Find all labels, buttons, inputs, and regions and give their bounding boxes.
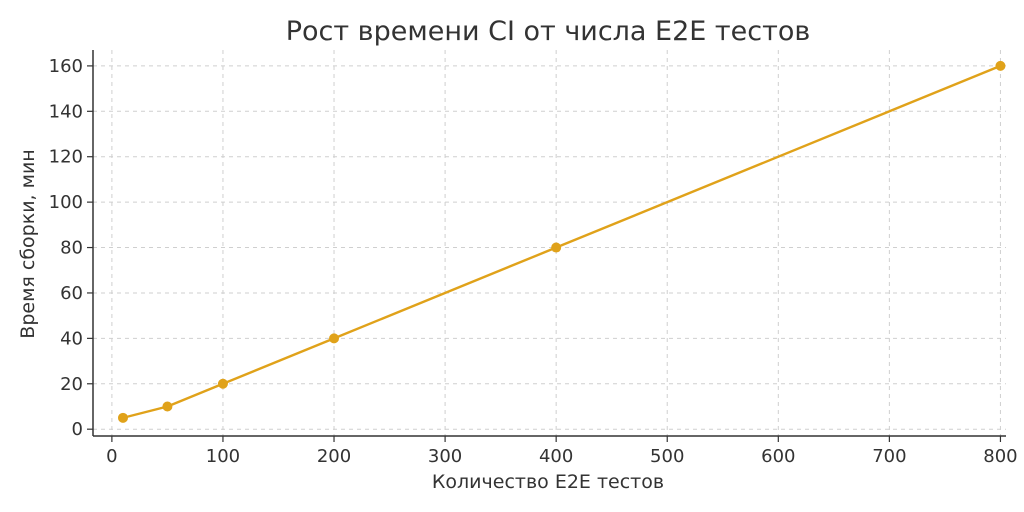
chart-title: Рост времени CI от числа E2E тестов — [286, 16, 811, 47]
axes — [92, 50, 1006, 437]
x-tick-label: 400 — [539, 446, 573, 467]
y-tick-label: 100 — [49, 192, 83, 213]
y-tick-label: 120 — [49, 147, 83, 168]
x-tick-label: 100 — [206, 446, 240, 467]
y-tick-label: 160 — [49, 56, 83, 77]
series-line — [122, 64, 1001, 419]
ticks: 0 100 200 300 400 500 600 700 800 0 20 40 60 80 100 120… — [49, 56, 1018, 467]
grid — [93, 50, 1006, 436]
data-point — [995, 60, 1006, 71]
y-tick-label: 20 — [60, 374, 83, 395]
x-tick-label: 500 — [650, 446, 684, 467]
x-tick-label: 600 — [761, 446, 795, 467]
series-layer — [117, 60, 1006, 423]
data-point — [217, 378, 228, 389]
x-tick-label: 800 — [983, 446, 1017, 467]
x-tick-label: 700 — [872, 446, 906, 467]
x-axis-label: Количество E2E тестов — [432, 471, 664, 493]
y-axis-label: Время сборки, мин — [17, 149, 39, 338]
data-point — [329, 333, 340, 344]
y-tick-label: 0 — [72, 419, 83, 440]
data-point — [117, 412, 128, 423]
y-tick-label: 80 — [60, 238, 83, 259]
x-tick-label: 0 — [106, 446, 117, 467]
x-tick-label: 300 — [428, 446, 462, 467]
data-point — [551, 242, 562, 253]
y-tick-label: 60 — [60, 283, 83, 304]
x-tick-label: 200 — [317, 446, 351, 467]
y-tick-label: 40 — [60, 328, 83, 349]
data-point — [162, 401, 173, 412]
y-tick-label: 140 — [49, 101, 83, 122]
